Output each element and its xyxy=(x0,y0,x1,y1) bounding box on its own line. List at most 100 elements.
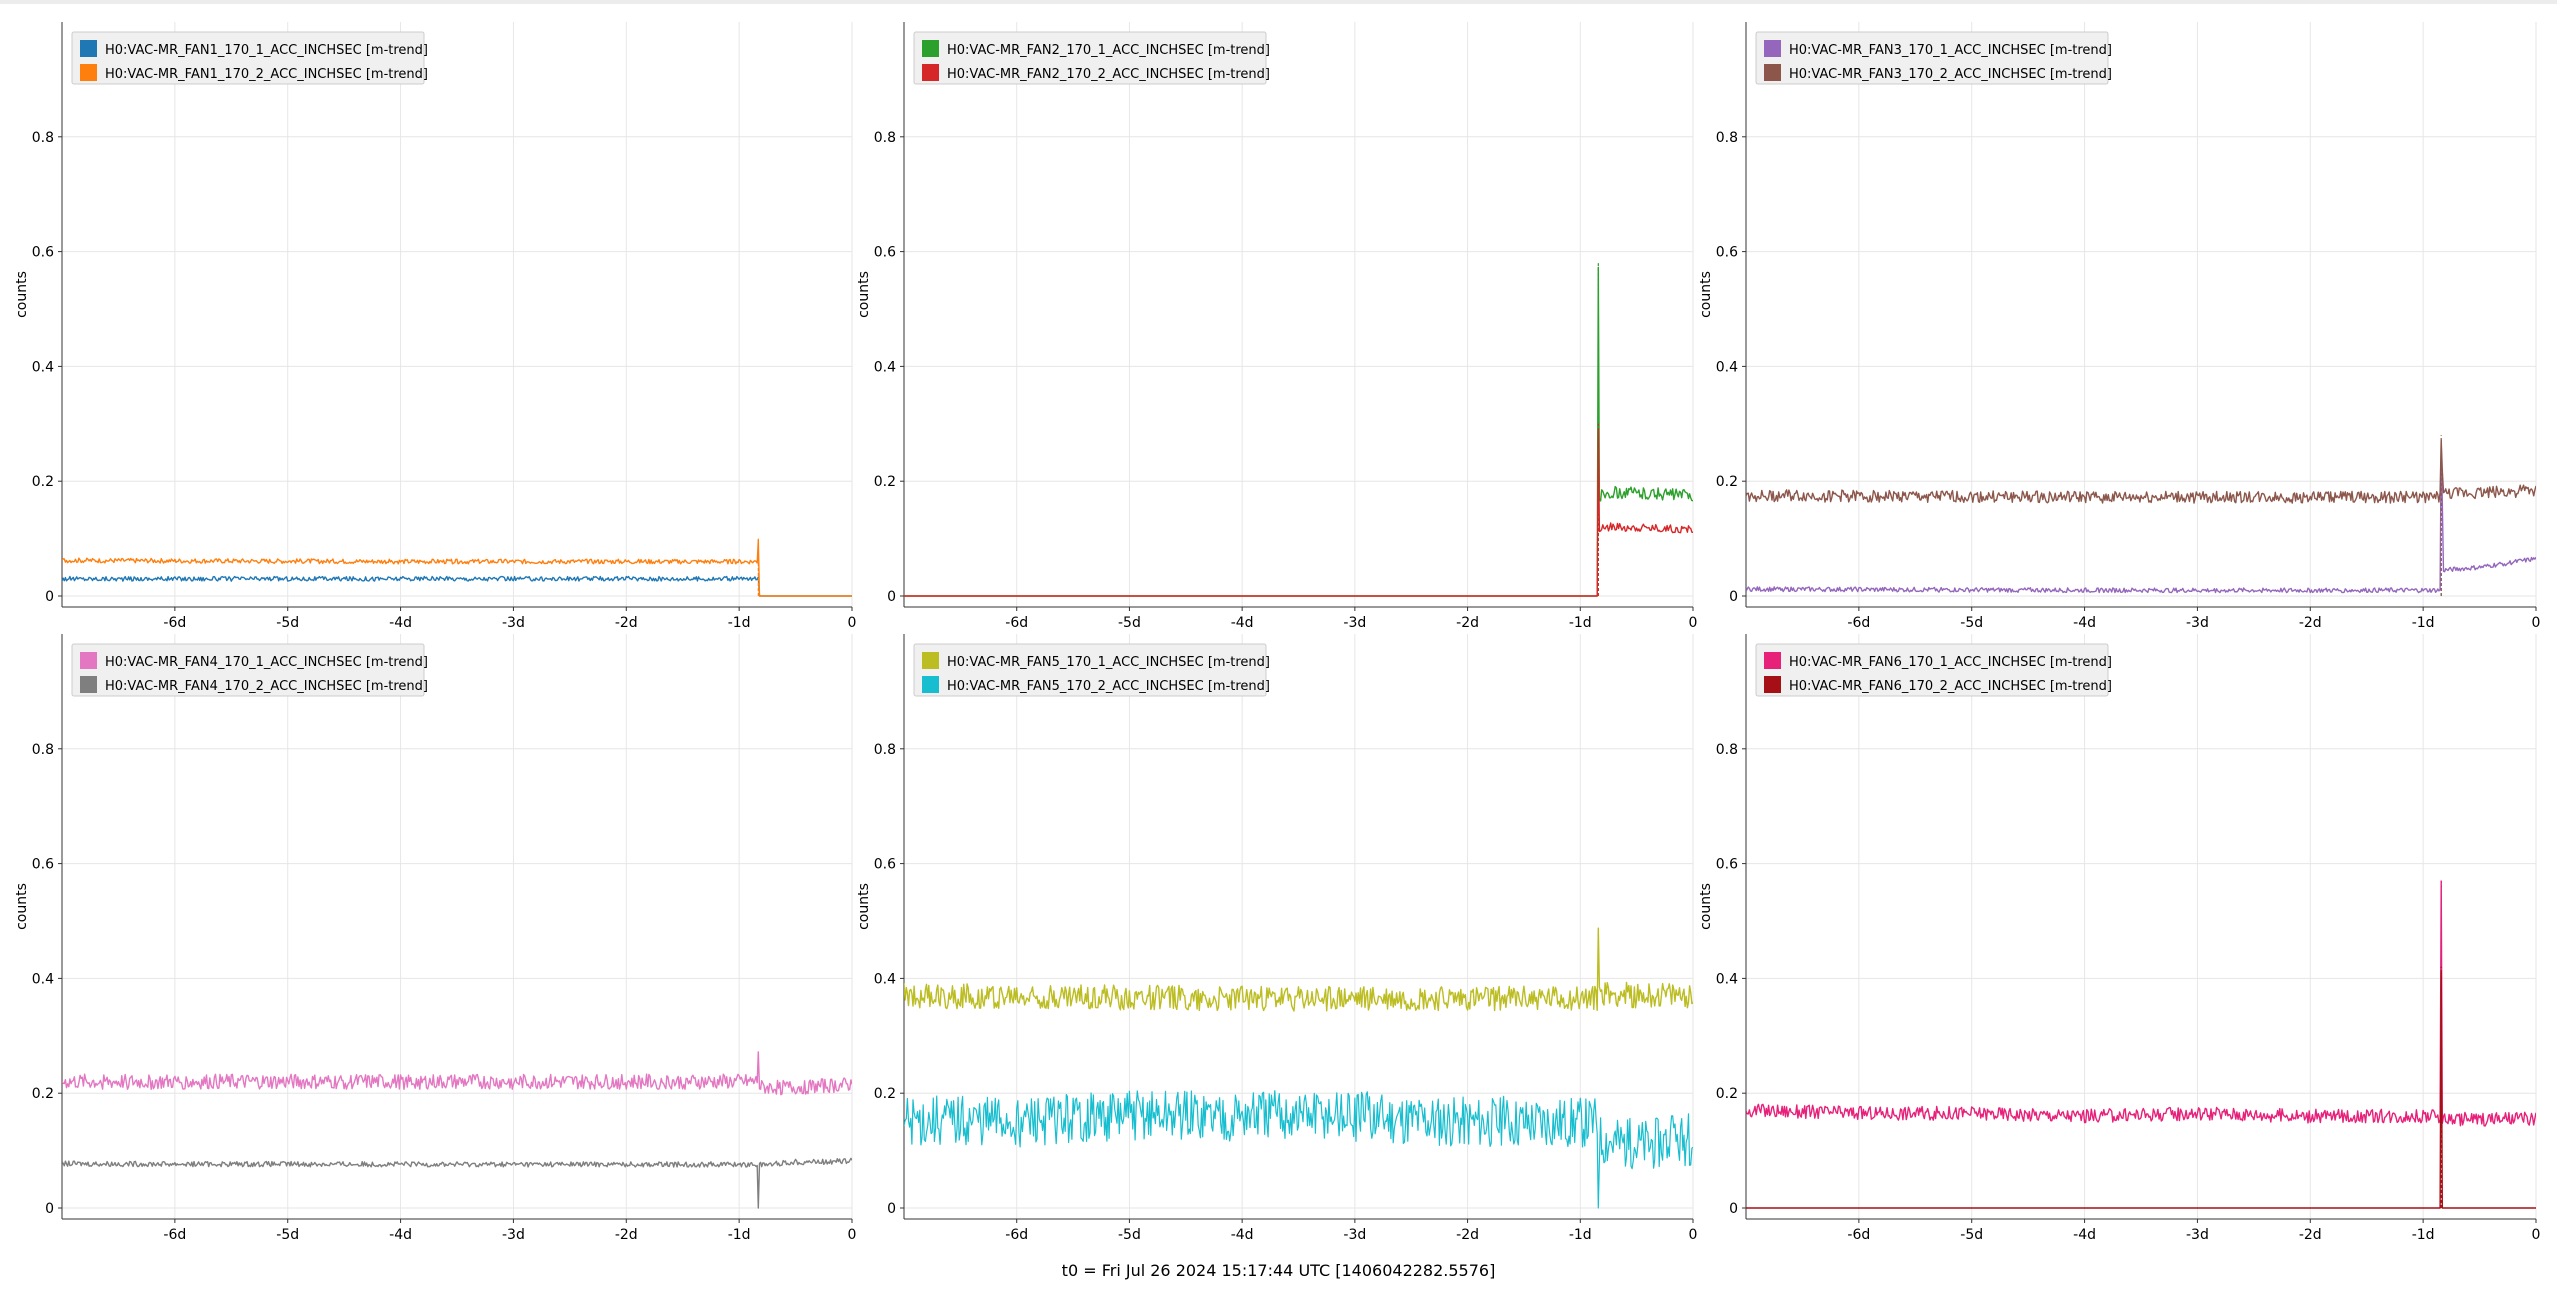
y-tick-label: 0.8 xyxy=(32,130,54,146)
legend-entry: H0:VAC-MR_FAN2_170_1_ACC_INCHSEC [m-tren… xyxy=(947,43,1270,58)
y-tick-label: 0.6 xyxy=(874,857,896,873)
legend-swatch xyxy=(922,64,939,81)
plot-area xyxy=(1746,435,2536,596)
x-tick-label: -2d xyxy=(2299,1227,2322,1243)
legend-box xyxy=(913,643,1267,697)
y-tick-label: 0 xyxy=(1729,589,1738,605)
series-line-2 xyxy=(1746,439,2536,504)
y-tick-label: 0.4 xyxy=(32,971,54,987)
x-tick-label: -2d xyxy=(1456,1227,1479,1243)
x-tick-label: -3d xyxy=(2186,615,2209,631)
x-tick-label: -2d xyxy=(2299,615,2322,631)
x-tick-label: 0 xyxy=(848,1227,857,1243)
y-tick-label: 0.4 xyxy=(1716,971,1738,987)
y-tick-label: 0 xyxy=(45,589,54,605)
legend-box xyxy=(913,31,1267,85)
plot-area xyxy=(904,927,1693,1209)
series-line-1 xyxy=(62,575,852,597)
series-line-2 xyxy=(62,1157,852,1209)
chart-panel-5: 0 0.2 0.4 0.6 0.8 -6d -5d -4d -3d -2d -1d 0 counts H0… xyxy=(856,634,1697,1243)
legend: H0:VAC-MR_FAN1_170_1_ACC_INCHSEC [m-tren… xyxy=(71,31,428,85)
legend-swatch xyxy=(922,40,939,57)
x-tick-label: -1d xyxy=(2412,615,2435,631)
x-tick-label: -4d xyxy=(389,1227,412,1243)
x-tick-label: -4d xyxy=(1231,1227,1254,1243)
x-tick-label: -6d xyxy=(1847,615,1870,631)
y-axis-label: counts xyxy=(856,271,872,318)
legend: H0:VAC-MR_FAN2_170_1_ACC_INCHSEC [m-tren… xyxy=(913,31,1270,85)
y-tick-label: 0 xyxy=(887,589,896,605)
y-tick-label: 0.8 xyxy=(32,742,54,758)
y-tick-label: 0.2 xyxy=(32,1086,54,1102)
y-axis-label: counts xyxy=(856,883,872,930)
series-line-1 xyxy=(62,1051,852,1096)
y-tick-label: 0.6 xyxy=(32,245,54,261)
legend-swatch xyxy=(1764,64,1781,81)
x-tick-label: -5d xyxy=(1960,1227,1983,1243)
y-tick-label: 0.4 xyxy=(874,971,896,987)
gridlines xyxy=(62,22,853,607)
legend-entry: H0:VAC-MR_FAN3_170_2_ACC_INCHSEC [m-tren… xyxy=(1789,67,2112,82)
x-tick-label: 0 xyxy=(2532,615,2541,631)
y-tick-label: 0.2 xyxy=(874,474,896,490)
x-tick-label: 0 xyxy=(1689,1227,1698,1243)
x-tick-label: -4d xyxy=(2073,615,2096,631)
legend-box xyxy=(71,31,425,85)
y-tick-label: 0.4 xyxy=(1716,359,1738,375)
x-tick-label: -5d xyxy=(1118,615,1141,631)
x-tick-label: -5d xyxy=(1118,1227,1141,1243)
legend-swatch xyxy=(1764,40,1781,57)
legend-entry: H0:VAC-MR_FAN5_170_1_ACC_INCHSEC [m-tren… xyxy=(947,655,1270,670)
legend-entry: H0:VAC-MR_FAN3_170_1_ACC_INCHSEC [m-tren… xyxy=(1789,43,2112,58)
series-line-1 xyxy=(1746,880,2536,1127)
chart-panel-3: 0 0.2 0.4 0.6 0.8 -6d -5d -4d -3d -2d -1d 0 counts H0… xyxy=(1698,22,2540,631)
legend-entry: H0:VAC-MR_FAN6_170_1_ACC_INCHSEC [m-tren… xyxy=(1789,655,2112,670)
x-tick-label: -6d xyxy=(163,615,186,631)
y-tick-label: 0.6 xyxy=(874,245,896,261)
y-tick-label: 0.4 xyxy=(874,359,896,375)
legend-swatch xyxy=(80,676,97,693)
series-line-1 xyxy=(904,266,1693,597)
legend-swatch xyxy=(922,652,939,669)
y-tick-label: 0.4 xyxy=(32,359,54,375)
x-tick-label: -6d xyxy=(1005,615,1028,631)
legend-entry: H0:VAC-MR_FAN4_170_2_ACC_INCHSEC [m-tren… xyxy=(105,679,428,694)
series-line-2 xyxy=(904,1090,1693,1209)
legend-entry: H0:VAC-MR_FAN2_170_2_ACC_INCHSEC [m-tren… xyxy=(947,67,1270,82)
plot-area xyxy=(904,263,1693,597)
y-axis-label: counts xyxy=(1698,271,1714,318)
y-tick-label: 0.2 xyxy=(1716,474,1738,490)
legend-swatch xyxy=(80,64,97,81)
y-axis-label: counts xyxy=(14,883,30,930)
legend-swatch xyxy=(1764,652,1781,669)
x-tick-label: -3d xyxy=(1343,1227,1366,1243)
x-tick-label: -2d xyxy=(615,615,638,631)
time-origin-caption: t0 = Fri Jul 26 2024 15:17:44 UTC [14060… xyxy=(1061,1261,1496,1280)
series-line-2 xyxy=(62,539,852,597)
x-tick-label: -3d xyxy=(1343,615,1366,631)
x-tick-label: -2d xyxy=(1456,615,1479,631)
y-tick-label: 0.8 xyxy=(874,130,896,146)
y-tick-label: 0.2 xyxy=(1716,1086,1738,1102)
legend: H0:VAC-MR_FAN3_170_1_ACC_INCHSEC [m-tren… xyxy=(1755,31,2112,85)
y-tick-label: 0.8 xyxy=(1716,742,1738,758)
legend-entry: H0:VAC-MR_FAN6_170_2_ACC_INCHSEC [m-tren… xyxy=(1789,679,2112,694)
x-tick-label: -6d xyxy=(1005,1227,1028,1243)
series-line-1 xyxy=(1746,441,2536,594)
legend-box xyxy=(1755,643,2109,697)
x-tick-label: -5d xyxy=(276,615,299,631)
legend-box xyxy=(1755,31,2109,85)
series-line-1 xyxy=(904,927,1693,1012)
x-tick-label: 0 xyxy=(2532,1227,2541,1243)
plot-area xyxy=(62,1051,852,1209)
series-line-2 xyxy=(904,428,1693,597)
legend-swatch xyxy=(80,652,97,669)
x-tick-label: -4d xyxy=(1231,615,1254,631)
x-tick-label: -5d xyxy=(1960,615,1983,631)
chart-panel-1: 0 0.2 0.4 0.6 0.8 -6d -5d -4d -3d -2d -1d 0 counts H0… xyxy=(14,22,856,631)
x-tick-label: -3d xyxy=(502,1227,525,1243)
y-tick-label: 0 xyxy=(1729,1201,1738,1217)
gridlines xyxy=(1746,634,2537,1219)
y-tick-label: 0.2 xyxy=(32,474,54,490)
legend-swatch xyxy=(922,676,939,693)
